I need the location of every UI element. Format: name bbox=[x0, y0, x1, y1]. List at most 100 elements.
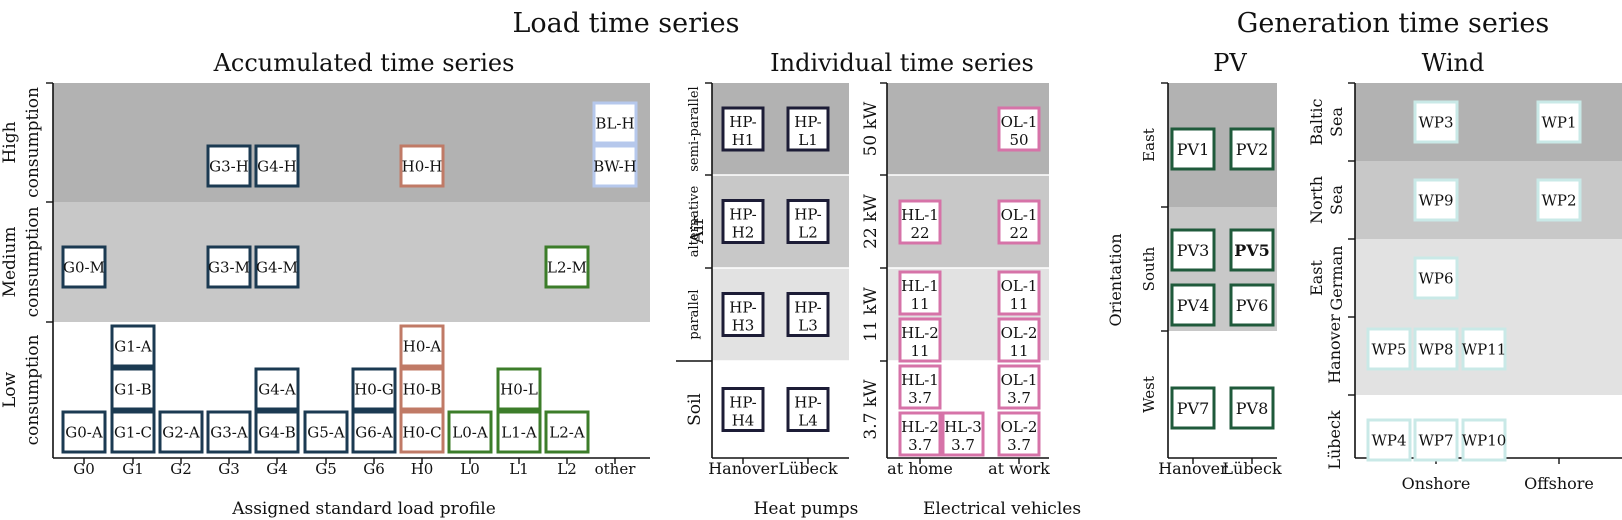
acc-box-G3-H: G3-H bbox=[206, 144, 252, 188]
ev-row-label-3: 3.7 kW bbox=[861, 379, 881, 440]
wind-box-WP10: WP10 bbox=[1461, 418, 1507, 462]
ev-box-OL-2-3.7-label-line2: 3.7 bbox=[1007, 436, 1031, 454]
acc-box-BL-H: BL-H bbox=[592, 101, 638, 145]
acc-box-G1-A-frame bbox=[110, 324, 156, 368]
wind-box-WP7: WP7 bbox=[1413, 418, 1459, 462]
wind-band-east bbox=[1355, 239, 1622, 317]
acc-box-G3-A-frame bbox=[206, 410, 252, 454]
acc-box-H0-G-label: H0-G bbox=[354, 380, 394, 398]
ev-xlabel: Electrical vehicles bbox=[923, 499, 1081, 519]
wind-box-WP4: WP4 bbox=[1366, 418, 1412, 462]
wind-box-WP3: WP3 bbox=[1413, 100, 1459, 144]
wind-box-WP1-label: WP1 bbox=[1541, 113, 1576, 131]
ev-box-OL-1-11-label-line1: OL-1 bbox=[1001, 277, 1038, 295]
hp-box-H4-frame bbox=[721, 387, 765, 432]
pv-row-label-south: South bbox=[1140, 246, 1158, 291]
air-group-label: Air bbox=[687, 216, 708, 245]
acc-box-L2-A-frame bbox=[544, 410, 590, 454]
acc-box-BW-H-frame bbox=[592, 144, 638, 188]
ev-row-label-0: 50 kW bbox=[861, 101, 881, 156]
pv-box-PV8-frame bbox=[1229, 386, 1275, 430]
pv-box-PV7-frame bbox=[1170, 386, 1216, 430]
hp-row-label-1: alternative bbox=[687, 185, 702, 257]
hp-box-H4-label-line2: H4 bbox=[732, 412, 755, 430]
pv-row-label-east: East bbox=[1140, 128, 1158, 162]
wind-xtick-label-0: Onshore bbox=[1402, 474, 1471, 493]
acc-box-H0-H-frame bbox=[399, 144, 445, 188]
wind-box-WP9-label: WP9 bbox=[1418, 191, 1453, 209]
acc-box-G1-C-frame bbox=[110, 410, 156, 454]
wind-row-label-1-b: Sea bbox=[1327, 185, 1346, 215]
hp-box-H1-frame bbox=[721, 106, 765, 152]
ev-box-HL-1-22-frame bbox=[898, 199, 942, 245]
wind-box-WP5-frame bbox=[1366, 327, 1412, 371]
wind-box-WP2: WP2 bbox=[1536, 178, 1582, 222]
ev-box-HL-2-3.7-frame bbox=[898, 411, 942, 457]
acc-box-G4-M-label: G4-M bbox=[256, 258, 298, 276]
acc-box-G1-A: G1-A bbox=[110, 324, 156, 368]
acc-box-H0-A: H0-A bbox=[399, 324, 445, 368]
acc-box-L0-A-frame bbox=[447, 410, 493, 454]
acc-box-G0-A-frame bbox=[61, 410, 107, 454]
acc-box-G3-M-label: G3-M bbox=[208, 258, 250, 276]
acc-box-G1-B-label: G1-B bbox=[114, 380, 152, 398]
hp-box-L1-label-line1: HP- bbox=[794, 113, 821, 131]
wind-box-WP7-frame bbox=[1413, 418, 1459, 462]
ev-box-OL-1-50-frame bbox=[997, 106, 1041, 152]
acc-row-label-0-a: High bbox=[0, 121, 20, 163]
ev-box-HL-1-22: HL-122 bbox=[898, 199, 942, 245]
acc-xtick-label-G0: G0 bbox=[73, 460, 95, 478]
hp-box-L2-label-line1: HP- bbox=[794, 206, 821, 224]
acc-axes bbox=[52, 83, 650, 459]
acc-box-G4-M-frame bbox=[254, 245, 300, 289]
acc-box-H0-L-frame bbox=[496, 367, 542, 411]
acc-row-label-1-b: consumption bbox=[23, 207, 43, 318]
pv-box-PV8: PV8 bbox=[1229, 386, 1275, 430]
acc-box-G2-A-label: G2-A bbox=[162, 423, 200, 441]
wind-box-WP2-frame bbox=[1536, 178, 1582, 222]
ev-box-HL-3-3.7-frame bbox=[941, 411, 985, 457]
hp-xtick-label-0: Hanover bbox=[708, 459, 778, 478]
ev-box-OL-2-11: OL-211 bbox=[997, 317, 1041, 363]
ev-box-OL-1-11-frame bbox=[997, 270, 1041, 316]
acc-box-G6-A-frame bbox=[351, 410, 397, 454]
accumulated-title: Accumulated time series bbox=[213, 49, 515, 77]
acc-box-L0-A: L0-A bbox=[447, 410, 493, 454]
wind-box-WP9-frame bbox=[1413, 178, 1459, 222]
hp-row-label-3: Soil bbox=[685, 393, 705, 426]
acc-box-H0-C-label: H0-C bbox=[402, 423, 441, 441]
acc-box-G3-H-frame bbox=[206, 144, 252, 188]
ev-box-HL-1-22-label-line1: HL-1 bbox=[901, 206, 939, 224]
pv-box-PV4-frame bbox=[1170, 283, 1216, 327]
ev-xtick-label-0: at home bbox=[887, 459, 953, 478]
ev-box-HL-3-3.7: HL-33.7 bbox=[941, 411, 985, 457]
acc-box-G0-A-label: G0-A bbox=[65, 423, 103, 441]
hp-box-L4-frame bbox=[786, 387, 830, 432]
hp-box-H2-label-line2: H2 bbox=[732, 224, 755, 242]
pv-title: PV bbox=[1213, 49, 1247, 77]
pv-axes bbox=[1167, 83, 1277, 459]
acc-box-G4-A-label: G4-A bbox=[258, 380, 296, 398]
pv-box-PV3: PV3 bbox=[1170, 228, 1216, 272]
acc-box-G2-A-frame bbox=[158, 410, 204, 454]
acc-box-H0-B-frame bbox=[399, 367, 445, 411]
acc-box-G6-A-label: G6-A bbox=[355, 423, 393, 441]
acc-box-H0-G-frame bbox=[351, 367, 397, 411]
acc-xtick-label-G2: G2 bbox=[170, 460, 192, 478]
pv-xtick-label-1: Lübeck bbox=[1222, 459, 1282, 478]
acc-box-L0-A-label: L0-A bbox=[452, 423, 488, 441]
hp-box-H1-label-line2: H1 bbox=[732, 131, 755, 149]
wind-box-WP10-label: WP10 bbox=[1462, 431, 1507, 449]
ev-box-OL-1-50: OL-150 bbox=[997, 106, 1041, 152]
wind-box-WP1-frame bbox=[1536, 100, 1582, 144]
acc-box-BL-H-frame bbox=[592, 101, 638, 145]
wind-box-WP7-label: WP7 bbox=[1418, 431, 1453, 449]
acc-box-BL-H-label: BL-H bbox=[595, 114, 634, 132]
hp-box-H2-frame bbox=[721, 199, 765, 244]
pv-box-PV4-label: PV4 bbox=[1177, 296, 1210, 315]
wind-row-label-1-a: North bbox=[1307, 176, 1326, 224]
hp-box-L4-label-line2: L4 bbox=[798, 412, 818, 430]
ev-box-OL-2-11-frame bbox=[997, 317, 1041, 363]
hp-box-L3-frame bbox=[786, 292, 830, 337]
